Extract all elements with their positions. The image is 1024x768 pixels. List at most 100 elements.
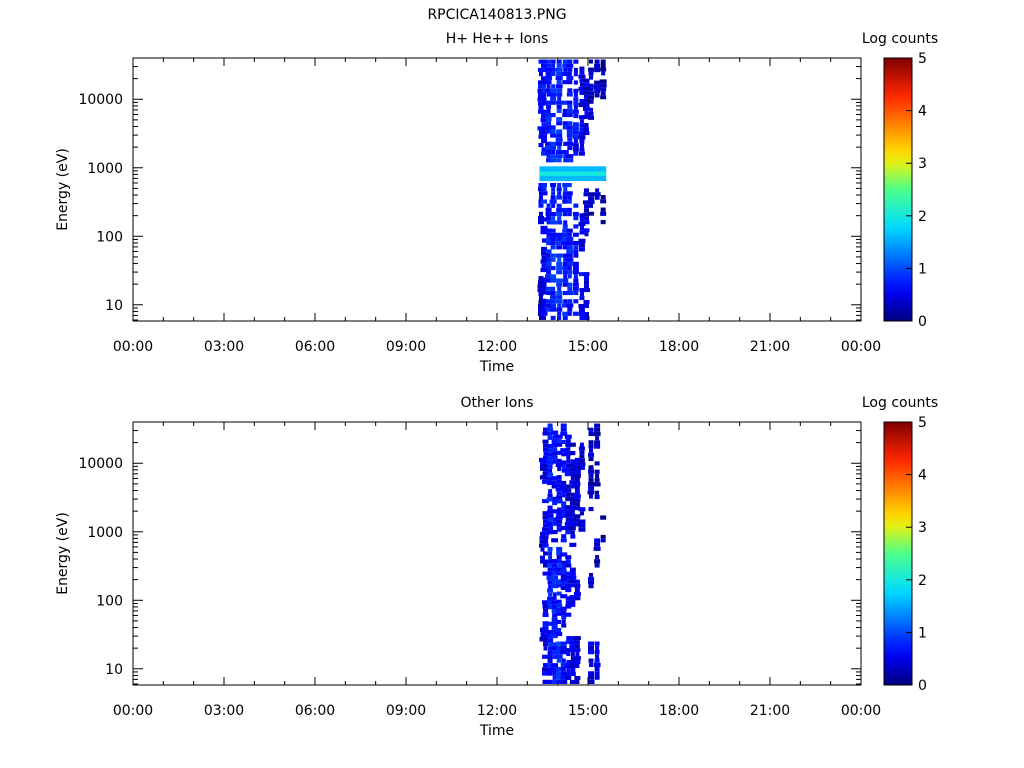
data-cell — [569, 579, 576, 584]
data-cell — [572, 109, 579, 114]
data-cell — [546, 63, 552, 68]
data-cell — [542, 612, 549, 618]
data-cell — [578, 458, 585, 463]
data-cell — [587, 679, 595, 684]
data-cell — [594, 658, 600, 663]
data-cell — [582, 200, 590, 205]
data-cell — [588, 456, 594, 462]
data-cell — [594, 444, 601, 449]
data-cell — [583, 216, 589, 221]
x-tick-label: 00:00 — [841, 339, 881, 355]
data-cell — [578, 519, 586, 524]
data-cell — [574, 648, 581, 653]
data-cell — [547, 659, 553, 664]
data-cell — [547, 517, 553, 522]
data-cell — [588, 481, 595, 487]
data-cell — [594, 559, 601, 564]
data-cell — [594, 563, 600, 568]
data-cell — [583, 228, 590, 233]
data-cell — [567, 274, 572, 279]
data-cell — [562, 112, 569, 118]
data-cell — [542, 527, 550, 532]
data-cell — [547, 464, 553, 469]
data-cell — [551, 529, 558, 535]
data-cell — [564, 434, 572, 439]
data-cell — [567, 299, 573, 304]
data-cell — [546, 220, 551, 225]
x-tick-label: 15:00 — [568, 339, 608, 355]
data-cell — [546, 253, 551, 258]
data-cell — [541, 122, 547, 127]
data-cell — [548, 468, 553, 473]
data-cell — [557, 257, 562, 262]
data-cell — [542, 654, 550, 659]
data-cell — [542, 431, 549, 436]
data-cell — [542, 679, 549, 684]
data-cell — [551, 484, 558, 489]
data-cell — [550, 100, 556, 105]
data-cell — [546, 150, 552, 155]
data-cell — [550, 220, 557, 225]
data-cell — [574, 502, 580, 507]
data-cell — [541, 138, 548, 144]
data-cell — [561, 505, 567, 510]
data-cell — [546, 92, 551, 97]
data-cell — [570, 463, 576, 468]
data-cell — [538, 296, 543, 301]
data-cell — [545, 141, 553, 146]
data-cell — [552, 434, 557, 439]
data-cell — [573, 245, 579, 250]
data-cell — [547, 546, 553, 552]
data-cell — [552, 451, 558, 456]
data-cell — [601, 71, 606, 76]
data-cell — [539, 457, 546, 463]
data-cell — [566, 668, 571, 673]
data-cell — [556, 438, 562, 443]
data-cell — [573, 113, 579, 119]
data-cell — [566, 290, 574, 296]
data-cell — [548, 642, 553, 647]
data-cell — [556, 667, 563, 672]
data-cell — [573, 636, 581, 641]
data-cell — [562, 278, 569, 283]
data-cell — [589, 662, 594, 668]
data-cell — [545, 125, 552, 130]
data-cell — [547, 448, 553, 453]
data-cell — [543, 539, 549, 544]
data-cell — [569, 644, 577, 649]
data-cell — [556, 495, 563, 500]
data-cell — [572, 232, 579, 237]
data-cell — [583, 204, 589, 209]
data-cell — [561, 71, 569, 76]
data-cell — [565, 488, 572, 493]
data-cell — [556, 475, 562, 480]
data-cell — [569, 471, 576, 477]
data-cell — [573, 522, 581, 527]
data-cell — [555, 154, 563, 159]
data-cell — [572, 126, 579, 131]
data-cell — [551, 646, 558, 651]
data-cell — [542, 600, 550, 605]
data-cell — [561, 619, 566, 624]
data-cell — [561, 464, 566, 469]
data-cell — [556, 207, 563, 213]
data-cell — [556, 220, 563, 225]
data-cell — [579, 119, 584, 124]
data-cell — [565, 451, 572, 456]
data-cell — [579, 147, 585, 152]
data-cell — [557, 563, 562, 568]
data-cell — [542, 479, 550, 484]
data-cell — [566, 525, 571, 531]
data-cell — [541, 76, 548, 81]
data-cell — [584, 110, 589, 115]
panel-other-ions: Other Ions 00:00 03:00 06:00 09:00 12:00 15:00… — [55, 395, 938, 739]
data-cell — [556, 245, 563, 250]
data-cell — [551, 609, 558, 614]
data-cell — [565, 640, 571, 645]
data-cell — [547, 596, 554, 601]
data-cell — [555, 67, 563, 72]
data-cell — [550, 257, 556, 262]
data-cell — [560, 423, 567, 428]
data-cell — [551, 559, 558, 564]
x-axis-label: Time — [479, 723, 514, 739]
